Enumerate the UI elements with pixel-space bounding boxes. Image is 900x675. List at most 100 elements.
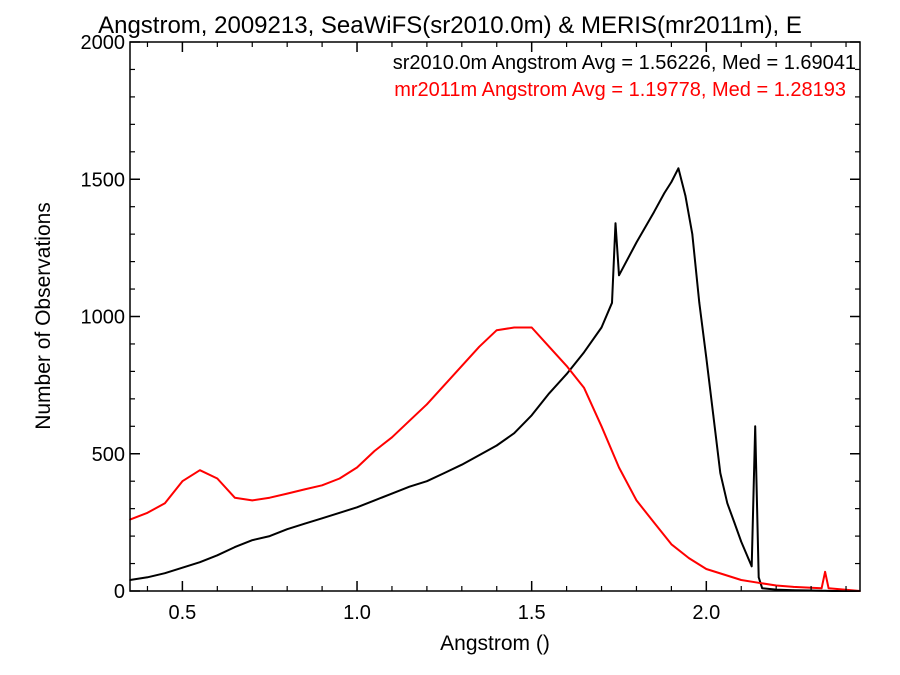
series-point-mr2011m [670,543,673,546]
series-point-mr2011m [146,512,149,514]
series-point-mr2011m [824,571,826,573]
series-point-sr2010.0m [443,472,446,474]
series-point-mr2011m [548,345,550,348]
series-line-mr2011m [129,326,861,592]
series-point-mr2011m [688,557,690,559]
series-point-sr2010.0m [747,557,749,559]
series-point-sr2010.0m [583,351,585,354]
series-point-sr2010.0m [146,576,149,579]
series-point-sr2010.0m [757,576,760,579]
series-point-sr2010.0m [391,492,393,495]
y-tick-label: 1500 [81,169,126,191]
series-point-mr2011m [530,326,533,329]
series-point-sr2010.0m [356,506,358,509]
series-point-sr2010.0m [740,540,742,543]
series-point-sr2010.0m [691,233,694,235]
series-point-sr2010.0m [303,522,306,525]
series-point-sr2010.0m [611,302,613,304]
series-point-sr2010.0m [719,472,722,474]
series-point-mr2011m [635,499,638,502]
series-point-sr2010.0m [495,444,498,447]
series-point-sr2010.0m [635,241,638,244]
series-point-mr2011m [181,480,184,483]
series-point-sr2010.0m [663,192,666,194]
series-point-sr2010.0m [199,561,201,563]
series-point-sr2010.0m [677,167,680,170]
series-point-mr2011m [792,586,795,588]
series-point-sr2010.0m [761,587,763,590]
series-point-mr2011m [164,502,166,505]
series-point-mr2011m [513,326,515,329]
series-point-mr2011m [740,579,742,581]
stat-label-sr2010: sr2010.0m Angstrom Avg = 1.56226, Med = … [393,52,856,74]
series-point-mr2011m [600,425,603,428]
y-tick-label: 1000 [81,307,126,329]
series-point-mr2011m [391,436,393,439]
series-point-mr2011m [286,492,289,495]
y-tick-label: 2000 [81,32,126,54]
series-point-sr2010.0m [750,565,753,568]
series-point-mr2011m [373,450,376,452]
series-point-sr2010.0m [618,274,620,277]
series-point-mr2011m [705,568,708,570]
series-point-sr2010.0m [268,535,271,537]
x-tick-label: 0.5 [168,602,196,624]
series-point-sr2010.0m [251,539,253,541]
series-point-mr2011m [216,477,219,480]
series-point-mr2011m [251,499,253,502]
series-point-sr2010.0m [164,572,166,574]
series-point-sr2010.0m [684,194,687,197]
series-point-sr2010.0m [373,499,376,502]
series-point-sr2010.0m [408,485,411,488]
series-point-sr2010.0m [548,392,550,395]
series-point-mr2011m [820,587,823,590]
series-point-mr2011m [234,496,236,499]
y-tick-label: 500 [92,444,125,466]
series-point-sr2010.0m [426,480,428,483]
series-point-sr2010.0m [338,512,341,514]
series-point-mr2011m [268,496,271,499]
x-tick-label: 1.0 [343,602,371,624]
ticks-layer: 0.5 1.0 1.5 2.0 0 500 1000 1500 2000 [81,32,860,624]
series-point-sr2010.0m [565,373,568,375]
series-point-sr2010.0m [600,326,603,329]
x-axis-label: Angstrom () [440,632,550,655]
series-point-sr2010.0m [513,432,515,435]
chart-title: Angstrom, 2009213, SeaWiFS(sr2010.0m) & … [98,12,802,39]
stat-label-mr2011: mr2011m Angstrom Avg = 1.19778, Med = 1.… [394,79,846,101]
x-tick-label: 2.0 [692,602,720,624]
series-point-mr2011m [426,403,428,406]
series-point-sr2010.0m [754,425,756,428]
series-point-sr2010.0m [234,546,236,548]
series-point-sr2010.0m [705,356,708,359]
series-point-mr2011m [338,477,341,480]
series-point-sr2010.0m [216,554,219,557]
series-point-mr2011m [478,345,481,348]
series-point-sr2010.0m [670,181,673,183]
series-point-mr2011m [723,573,725,576]
series-point-sr2010.0m [478,454,481,456]
series-point-mr2011m [321,484,323,487]
series-layer [129,167,861,592]
series-point-mr2011m [583,387,585,389]
series-point-sr2010.0m [733,521,736,524]
series-point-sr2010.0m [286,528,289,530]
series-point-mr2011m [199,469,201,472]
series-point-sr2010.0m [698,302,701,304]
series-point-mr2011m [461,365,463,367]
series-point-mr2011m [356,466,358,469]
series-point-sr2010.0m [614,222,617,224]
series-point-mr2011m [303,488,306,491]
series-point-sr2010.0m [181,566,184,569]
series-point-mr2011m [653,521,655,524]
x-tick-label: 1.5 [518,602,546,624]
series-point-mr2011m [565,365,568,367]
series-point-mr2011m [827,587,830,590]
series-point-sr2010.0m [321,517,323,520]
series-point-mr2011m [618,466,620,469]
series-point-mr2011m [495,329,498,332]
series-point-sr2010.0m [712,414,715,417]
series-point-mr2011m [757,582,760,584]
